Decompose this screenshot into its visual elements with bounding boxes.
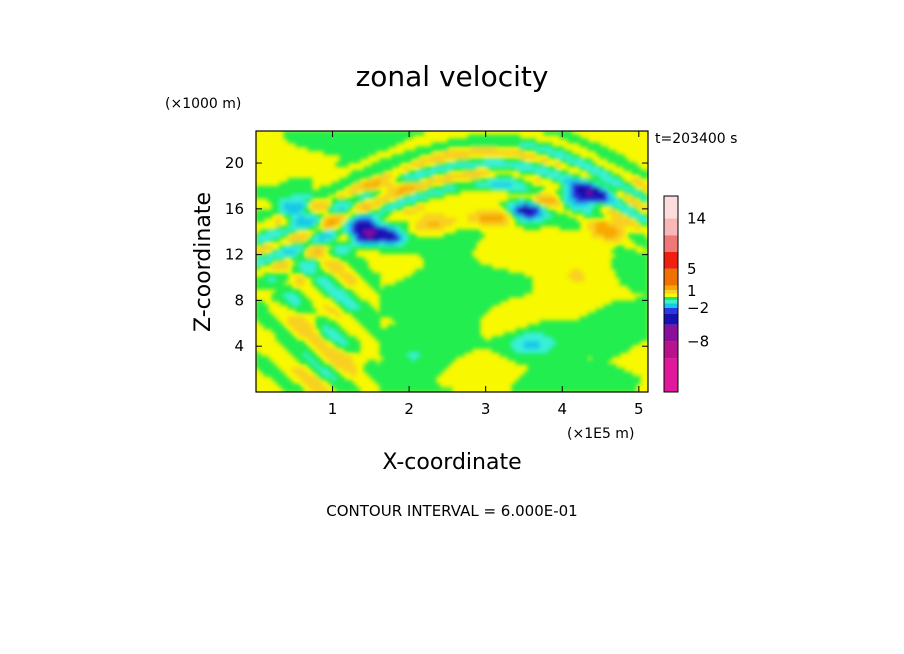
x-tick-label: 1	[328, 400, 338, 418]
colorbar-swatch	[664, 285, 678, 291]
time-label: t=203400 s	[655, 131, 737, 147]
colorbar-swatch	[664, 313, 678, 325]
colorbar-swatch	[664, 290, 678, 294]
y-tick-label: 16	[225, 200, 244, 218]
colorbar-tick-label: 1	[687, 282, 697, 300]
colorbar-swatch	[664, 235, 678, 252]
colorbar-swatch	[664, 308, 678, 314]
y-unit-label: (×1000 m)	[165, 96, 241, 112]
y-tick-label: 4	[234, 337, 244, 355]
field-grid	[256, 131, 648, 392]
colorbar-swatch	[664, 252, 678, 269]
x-axis-ticks: 1 2 3 4 5	[328, 131, 644, 418]
x-tick-label: 3	[481, 400, 491, 418]
colorbar-tick-labels: 14 5 1−2 −8	[687, 209, 709, 350]
colorbar-swatch	[664, 293, 678, 297]
colorbar-tick-label: 5	[687, 260, 697, 278]
colorbar-swatch	[664, 218, 678, 236]
colorbar-swatches	[664, 196, 678, 392]
colorbar-tick-label: 14	[687, 209, 706, 227]
colorbar-swatch	[664, 196, 678, 219]
y-tick-label: 20	[225, 154, 244, 172]
colorbar-swatch	[664, 268, 678, 286]
x-tick-label: 4	[557, 400, 567, 418]
colorbar-frame	[663, 195, 679, 393]
colorbar-swatch	[664, 341, 678, 359]
x-unit-label: (×1E5 m)	[567, 426, 634, 442]
plot-frame	[255, 130, 649, 393]
colorbar-tick-label: −8	[687, 333, 709, 351]
x-tick-label: 5	[634, 400, 644, 418]
x-axis-label: X-coordinate	[382, 450, 521, 475]
colorbar-tick-label: −2	[687, 299, 709, 317]
y-tick-label: 8	[234, 291, 244, 309]
y-tick-label: 12	[225, 246, 244, 264]
colorbar-swatch	[664, 296, 678, 301]
colorbar-swatch	[664, 303, 678, 308]
y-axis-label: Z-coordinate	[191, 192, 216, 332]
colorbar-swatch	[664, 324, 678, 342]
x-tick-label: 2	[404, 400, 414, 418]
y-axis-ticks: 4 8 12 16 20	[225, 154, 648, 355]
colorbar-swatch	[664, 300, 678, 304]
contour-interval-note: CONTOUR INTERVAL = 6.000E-01	[326, 502, 577, 520]
colorbar-swatch	[664, 358, 678, 392]
colorbar: 14 5 1−2 −8	[663, 195, 709, 393]
chart-title: zonal velocity	[356, 60, 549, 93]
velocity-field	[256, 131, 648, 392]
